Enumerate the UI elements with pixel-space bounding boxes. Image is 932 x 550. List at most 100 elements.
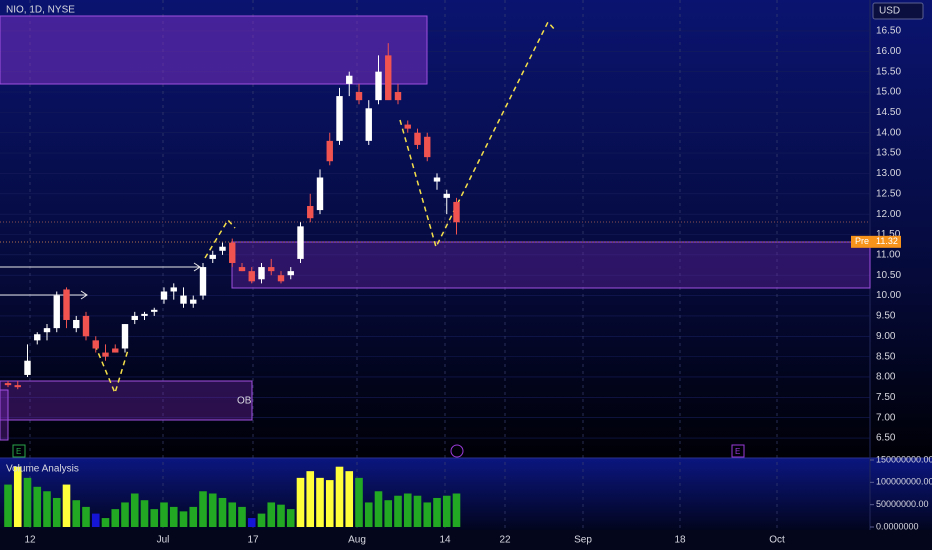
candle-body	[297, 226, 304, 259]
y-tick-label: 9.50	[876, 311, 896, 322]
y-tick-label: 8.00	[876, 372, 896, 383]
volume-bar	[452, 493, 461, 527]
volume-bar	[150, 509, 159, 527]
volume-bar	[199, 491, 207, 527]
candle-body	[453, 201, 460, 223]
candle-body	[34, 334, 41, 341]
volume-bar	[130, 493, 139, 527]
volume-bar	[296, 477, 305, 527]
volume-tick-label: 50000000.00	[876, 499, 929, 509]
time-axis	[0, 530, 932, 550]
candle-body	[151, 309, 158, 312]
volume-tick-label: 150000000.00	[876, 454, 932, 464]
earnings-icon-text: E	[16, 447, 21, 456]
y-tick-label: 12.00	[876, 209, 901, 220]
volume-bar	[394, 495, 402, 527]
earnings-icon[interactable]	[12, 444, 26, 458]
y-tick-label: 7.00	[876, 412, 896, 423]
volume-bar	[306, 471, 315, 527]
candle-body	[277, 275, 285, 282]
volume-bar	[423, 502, 432, 527]
zone-label: OB	[237, 396, 252, 407]
candle-body	[82, 315, 90, 337]
candle-body	[365, 108, 372, 141]
candle-body	[170, 287, 177, 292]
event-icon[interactable]	[450, 444, 464, 458]
volume-bar	[364, 502, 373, 527]
candle-body	[433, 177, 441, 182]
candle-body	[229, 242, 236, 263]
projection	[94, 344, 129, 396]
zone	[0, 389, 9, 441]
plot: 6.50 7.00 7.50 8.00 8.50 9.00 9.50 10.00 10.50 11…	[4, 26, 932, 546]
volume-bar	[238, 506, 246, 527]
y-tick-label: 10.50	[876, 270, 901, 281]
chart-title: NIO, 1D, NYSE	[6, 5, 75, 16]
x-tick-label: 22	[499, 535, 511, 546]
volume-bar	[286, 509, 295, 527]
candle-body	[209, 254, 216, 259]
volume-bar	[189, 506, 198, 527]
candle-body	[404, 124, 411, 129]
candle-body	[63, 289, 70, 320]
volume-bar	[82, 506, 90, 527]
earnings-icon-text: E	[735, 447, 740, 456]
currency: USD	[879, 6, 900, 17]
candle-body	[53, 295, 60, 329]
x-tick-label: Sep	[574, 535, 592, 546]
candle-body	[346, 75, 353, 84]
candle-body	[258, 267, 265, 280]
y-tick-label: 10.00	[876, 290, 901, 301]
volume-bar	[267, 502, 276, 527]
volume-tick-label: 100000000.00	[876, 477, 932, 487]
volume-bar	[433, 497, 441, 527]
x-tick-label: 17	[247, 535, 259, 546]
volume-bar	[316, 477, 324, 527]
volume-bar	[384, 500, 393, 527]
volume-pane	[0, 458, 932, 530]
volume-bar	[413, 495, 422, 527]
volume-bar	[13, 466, 22, 527]
candle-body	[180, 295, 187, 304]
volume-bar	[72, 500, 81, 527]
candle-body	[131, 315, 138, 320]
candle-body	[43, 328, 51, 333]
y-tick-label: 11.00	[876, 249, 901, 260]
volume-bar	[101, 518, 110, 527]
y-tick-label: 7.50	[876, 392, 896, 403]
volume-bar	[277, 504, 285, 527]
currency-box[interactable]	[872, 2, 924, 20]
volume-bar	[111, 509, 120, 527]
price-tag-label: Pre	[855, 236, 869, 246]
volume-bar	[403, 493, 412, 527]
x-tick-label: 12	[24, 535, 36, 546]
volume-bar	[179, 511, 188, 527]
candle-body	[102, 352, 109, 357]
ray	[0, 290, 88, 300]
candle-body	[141, 313, 148, 316]
candle-body	[121, 324, 129, 349]
volume-bar	[208, 493, 217, 527]
x-tick-label: 14	[439, 535, 451, 546]
y-tick-label: 12.50	[876, 188, 901, 199]
candle-body	[160, 291, 168, 300]
volume-bar	[228, 502, 237, 527]
y-tick-label: 8.50	[876, 351, 896, 362]
volume-bar	[247, 518, 256, 527]
volume-bar	[218, 497, 227, 527]
earnings-icon[interactable]	[731, 444, 745, 458]
volume-bar	[442, 495, 451, 527]
volume-bar	[257, 513, 266, 527]
y-tick-label: 9.00	[876, 331, 896, 342]
x-tick-label: 18	[674, 535, 686, 546]
y-tick-label: 14.00	[876, 127, 901, 138]
y-tick-label: 11.50	[876, 229, 901, 240]
volume-bar	[121, 502, 129, 527]
candle-body	[326, 140, 333, 162]
candle-body	[443, 193, 450, 198]
volume-bar	[355, 477, 363, 527]
volume-bar	[374, 491, 383, 527]
zone	[0, 15, 428, 85]
y-tick-label: 15.00	[876, 87, 901, 98]
